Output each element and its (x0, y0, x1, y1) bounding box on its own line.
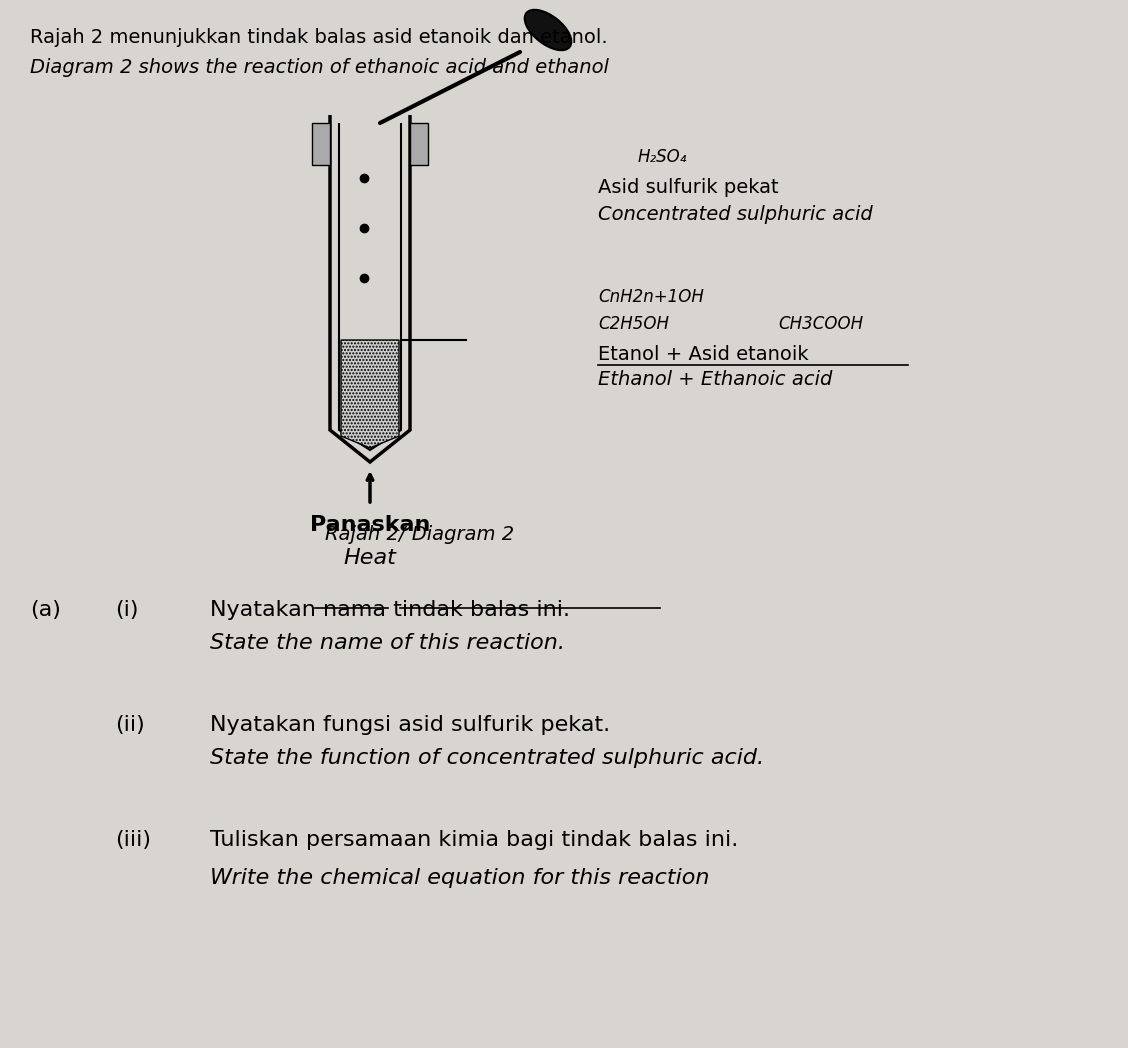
FancyBboxPatch shape (312, 123, 331, 165)
Text: (i): (i) (115, 601, 139, 620)
Ellipse shape (525, 9, 571, 50)
Text: Rajah 2 menunjukkan tindak balas asid etanoik dan etanol.: Rajah 2 menunjukkan tindak balas asid et… (30, 28, 608, 47)
Text: (a): (a) (30, 601, 61, 620)
Text: Ethanol + Ethanoic acid: Ethanol + Ethanoic acid (598, 370, 832, 389)
Text: Nyatakan nama tindak balas ini.: Nyatakan nama tindak balas ini. (210, 601, 570, 620)
Polygon shape (341, 340, 399, 447)
Text: Panaskan: Panaskan (310, 515, 430, 534)
Text: Etanol + Asid etanoik: Etanol + Asid etanoik (598, 345, 809, 364)
Text: (iii): (iii) (115, 830, 151, 850)
Text: Diagram 2 shows the reaction of ethanoic acid and ethanol: Diagram 2 shows the reaction of ethanoic… (30, 58, 609, 77)
Text: CH3COOH: CH3COOH (778, 315, 863, 333)
Text: C2H5OH: C2H5OH (598, 315, 669, 333)
Text: Tuliskan persamaan kimia bagi tindak balas ini.: Tuliskan persamaan kimia bagi tindak bal… (210, 830, 738, 850)
Text: H₂SO₄: H₂SO₄ (638, 148, 687, 166)
Text: Heat: Heat (344, 548, 396, 568)
Text: Asid sulfurik pekat: Asid sulfurik pekat (598, 178, 778, 197)
Text: CnH2n+1OH: CnH2n+1OH (598, 288, 704, 306)
Text: Nyatakan fungsi asid sulfurik pekat.: Nyatakan fungsi asid sulfurik pekat. (210, 715, 610, 735)
Text: (ii): (ii) (115, 715, 144, 735)
Text: State the name of this reaction.: State the name of this reaction. (210, 633, 565, 653)
Text: Rajah 2/ Diagram 2: Rajah 2/ Diagram 2 (326, 525, 514, 544)
Text: Write the chemical equation for this reaction: Write the chemical equation for this rea… (210, 868, 710, 888)
Text: Concentrated sulphuric acid: Concentrated sulphuric acid (598, 205, 873, 224)
Text: State the function of concentrated sulphuric acid.: State the function of concentrated sulph… (210, 748, 764, 768)
FancyBboxPatch shape (409, 123, 428, 165)
